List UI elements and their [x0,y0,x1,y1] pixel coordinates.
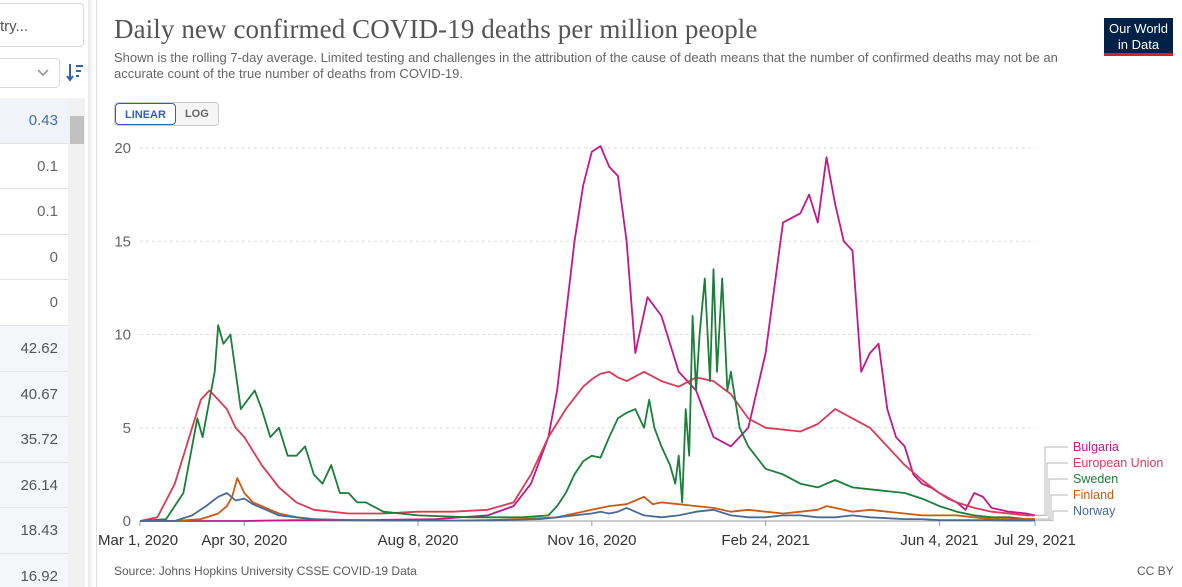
series-line-finland[interactable] [140,477,1035,522]
legend-connector [1035,462,1068,516]
table-row[interactable]: 0 [0,235,68,281]
sidebar-scrollbar-thumb[interactable] [70,116,84,144]
license-link[interactable]: CC BY [1137,564,1174,578]
logo-line-2: in Data [1117,37,1160,52]
x-tick-label: Apr 30, 2020 [201,532,287,549]
table-row[interactable]: 18.43 [0,508,68,554]
y-tick-label: 20 [114,140,131,157]
y-tick-label: 10 [114,327,131,344]
legend-label[interactable]: Bulgaria [1073,440,1119,454]
table-row[interactable]: 0.43 [0,98,68,144]
x-tick-label: Feb 24, 2021 [721,532,809,549]
x-tick-label: Aug 8, 2020 [378,532,459,549]
y-tick-label: 15 [114,233,131,250]
legend-connector [1035,510,1068,522]
sort-direction-icon[interactable] [66,62,84,89]
linear-scale-button[interactable]: LINEAR [115,103,176,125]
chart-panel [96,0,1182,587]
table-row[interactable]: 16.92 [0,553,68,587]
table-row[interactable]: 42.62 [0,325,68,372]
sidebar-divider [88,0,94,587]
country-search-placeholder: try... [0,18,29,35]
legend-connector [1035,494,1068,520]
chart-gridlines [140,147,1035,522]
y-tick-label: 5 [123,420,131,437]
table-row[interactable]: 35.72 [0,417,68,463]
chart-title: Daily new confirmed COVID-19 deaths per … [114,14,758,44]
owid-logo[interactable]: Our World in Data [1104,18,1173,56]
series-line-european-union[interactable] [139,370,1035,522]
x-tick-label: Jul 29, 2021 [994,532,1076,549]
table-row[interactable]: 0.1 [0,144,68,190]
chevron-down-icon [37,69,49,77]
country-search-input[interactable]: try... [0,3,84,47]
sidebar-scrollbar[interactable] [68,98,85,587]
table-row[interactable]: 26.14 [0,462,68,509]
chart-series [139,145,1036,522]
country-value-list: 0.43 0.1 0.1 0 0 42.62 40.67 35.72 26.14… [0,98,68,587]
table-row[interactable]: 40.67 [0,371,68,418]
log-scale-button[interactable]: LOG [175,103,218,125]
logo-line-1: Our World [1109,21,1168,36]
x-axis: Mar 1, 2020 Apr 30, 2020 Aug 8, 2020 Nov 16… [98,521,1076,549]
series-line-sweden[interactable] [139,268,1035,522]
legend-label[interactable]: Norway [1073,504,1116,518]
x-tick-label: Jun 4, 2021 [900,532,978,549]
x-tick-label: Mar 1, 2020 [98,532,178,549]
data-source: Source: Johns Hopkins University CSSE CO… [114,564,417,578]
sort-column-select[interactable] [0,58,60,88]
series-line-bulgaria[interactable] [140,145,1036,522]
series-line-norway[interactable] [140,492,1035,522]
country-table-sidebar: try... 0.43 0.1 0.1 0 0 42.62 40.67 35.7… [0,0,88,587]
chart-subtitle: Shown is the rolling 7-day average. Limi… [114,50,1058,81]
x-tick-label: Nov 16, 2020 [547,532,636,549]
legend-label[interactable]: Finland [1073,488,1114,502]
y-tick-label: 0 [123,513,131,530]
legend-label[interactable]: European Union [1073,456,1163,470]
table-row[interactable]: 0.1 [0,189,68,235]
scale-toggle: LINEAR LOG [114,102,219,126]
table-row[interactable]: 0 [0,280,68,326]
legend-label[interactable]: Sweden [1073,472,1118,486]
chart-legend: Bulgaria European Union Sweden Finland Norwa… [1035,440,1163,522]
y-axis: 0 5 10 15 20 [114,140,131,530]
